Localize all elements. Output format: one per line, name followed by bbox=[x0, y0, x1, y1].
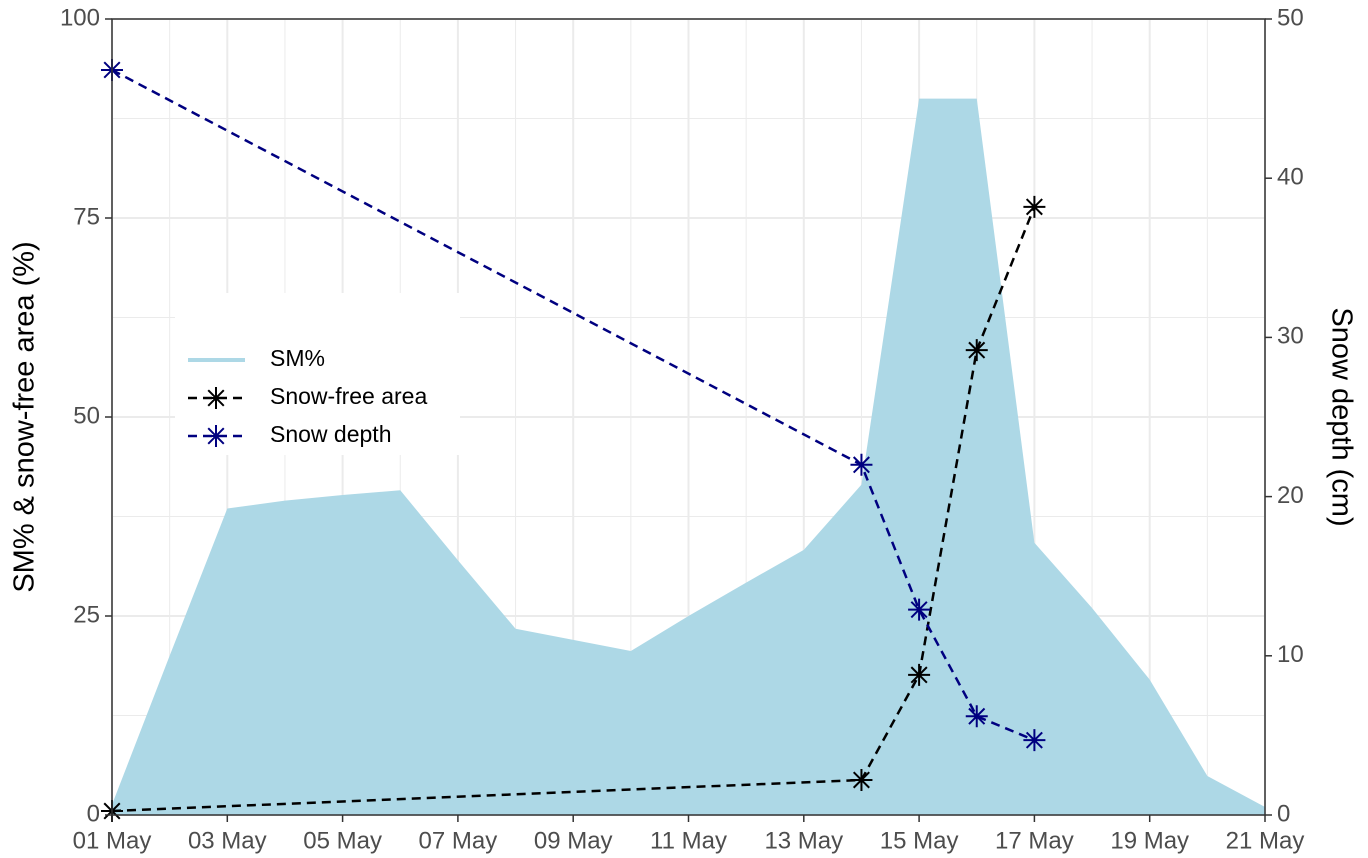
y2-tick-label: 20 bbox=[1277, 482, 1304, 509]
y-tick-label: 25 bbox=[73, 601, 100, 628]
point-marker bbox=[908, 663, 931, 686]
legend-label: SM% bbox=[270, 345, 325, 371]
point-marker bbox=[850, 453, 873, 476]
point-marker bbox=[850, 768, 873, 791]
y-tick-label: 50 bbox=[73, 402, 100, 429]
point-marker bbox=[1023, 195, 1046, 218]
y-axis-title: SM% & snow-free area (%) bbox=[9, 241, 41, 592]
legend-key-marker bbox=[205, 425, 227, 447]
y2-tick-label: 40 bbox=[1277, 164, 1304, 191]
x-tick-label: 19 May bbox=[1110, 827, 1189, 854]
sm-area bbox=[112, 98, 1265, 816]
legend-label: Snow depth bbox=[270, 421, 391, 447]
y2-tick-label: 0 bbox=[1277, 800, 1290, 827]
axes: 0 25 50 75 100 0 10 20 30 40 50 01 May 03 May 05 May 0… bbox=[60, 4, 1304, 854]
legend-key-marker bbox=[205, 387, 227, 409]
x-tick-label: 11 May bbox=[650, 827, 727, 854]
x-tick-label: 13 May bbox=[764, 827, 843, 854]
y2-tick-label: 50 bbox=[1277, 4, 1304, 31]
point-marker bbox=[965, 339, 988, 362]
x-tick-label: 15 May bbox=[880, 827, 959, 854]
x-tick-label: 17 May bbox=[995, 827, 1074, 854]
y-tick-label: 75 bbox=[73, 203, 100, 230]
legend: SM% Snow-free area Snow depth bbox=[175, 293, 460, 455]
y2-tick-label: 30 bbox=[1277, 323, 1304, 350]
point-marker bbox=[965, 705, 988, 728]
x-tick-label: 07 May bbox=[419, 827, 498, 854]
point-marker bbox=[908, 598, 931, 621]
x-tick-label: 09 May bbox=[534, 827, 613, 854]
y-tick-label: 100 bbox=[60, 4, 100, 31]
y-tick-label: 0 bbox=[87, 800, 100, 827]
x-tick-label: 21 May bbox=[1226, 827, 1305, 854]
x-tick-label: 01 May bbox=[73, 827, 152, 854]
legend-box bbox=[175, 293, 460, 455]
series-line bbox=[111, 206, 1036, 813]
point-marker bbox=[1023, 729, 1046, 752]
y2-tick-label: 10 bbox=[1277, 641, 1304, 668]
series-line bbox=[111, 68, 1035, 742]
y2-axis-title: Snow depth (cm) bbox=[1325, 307, 1357, 526]
legend-label: Snow-free area bbox=[270, 383, 427, 409]
x-tick-label: 03 May bbox=[188, 827, 267, 854]
x-tick-label: 05 May bbox=[303, 827, 382, 854]
